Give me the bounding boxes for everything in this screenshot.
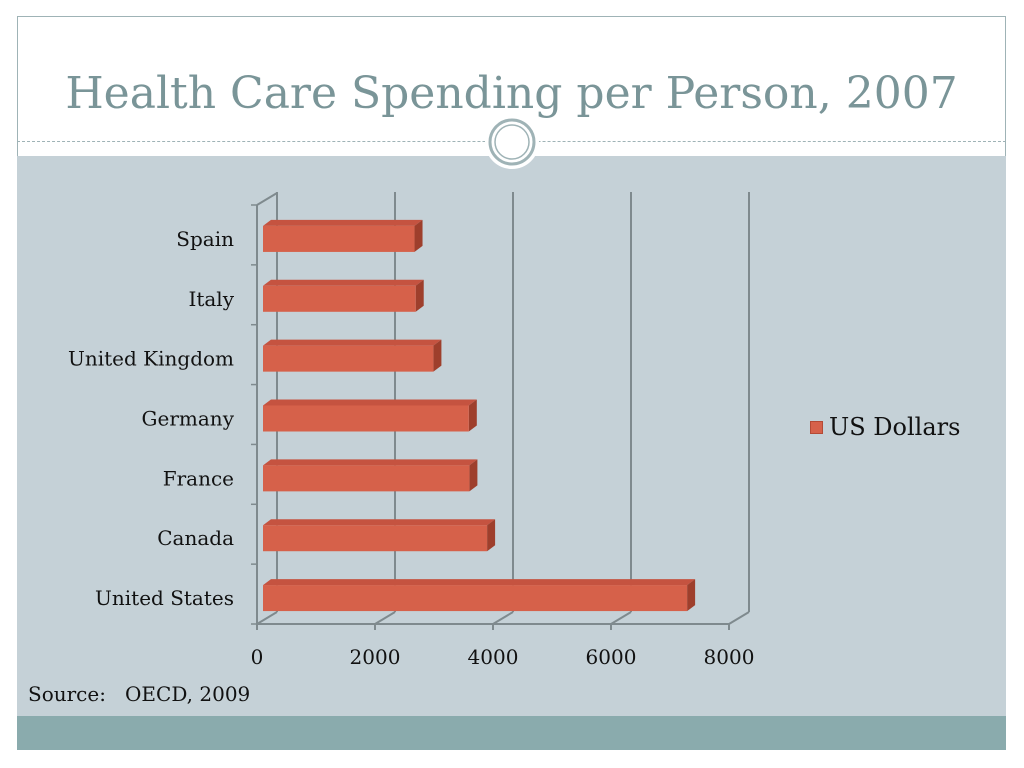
- side-wall-edge: [256, 192, 278, 206]
- category-label: Germany: [142, 407, 235, 431]
- bar-side-face: [414, 219, 423, 252]
- title-ornament-icon: [485, 115, 539, 169]
- bar-top-face: [263, 219, 423, 226]
- chart-legend: US Dollars: [810, 412, 960, 442]
- bar-front-face: [263, 525, 488, 552]
- bar-top-face: [263, 399, 477, 406]
- bar-front-face: [263, 405, 469, 432]
- content-panel: [17, 156, 1006, 716]
- floor-gridline: [610, 611, 632, 625]
- bar-side-face: [415, 279, 424, 312]
- bar-top-face: [263, 579, 696, 586]
- floor-gridline: [256, 611, 278, 625]
- bar: [263, 279, 424, 312]
- bar-front-face: [263, 585, 688, 612]
- x-tick-label: 8000: [704, 645, 755, 669]
- slide-title: Health Care Spending per Person, 2007: [65, 68, 958, 119]
- category-label: France: [163, 466, 234, 490]
- bar-front-face: [263, 285, 416, 312]
- x-tick-label: 2000: [350, 645, 401, 669]
- bar: [263, 399, 477, 432]
- category-label: United Kingdom: [68, 347, 234, 371]
- bar-top-face: [263, 459, 478, 466]
- bar-top-face: [263, 279, 424, 286]
- floor-gridline: [492, 611, 514, 625]
- bottom-band: [17, 716, 1006, 750]
- x-tick-label: 4000: [468, 645, 519, 669]
- bar: [263, 219, 423, 252]
- legend-label: US Dollars: [829, 413, 961, 441]
- category-label: Spain: [176, 227, 234, 251]
- source-note: Source: OECD, 2009: [28, 682, 251, 706]
- bar-front-face: [263, 345, 434, 372]
- bar-side-face: [433, 339, 442, 372]
- bar-top-face: [263, 519, 496, 526]
- bar-side-face: [687, 579, 696, 612]
- bar: [263, 579, 696, 612]
- chart-bars: [263, 219, 696, 612]
- category-label: United States: [95, 586, 234, 610]
- legend-swatch: [810, 420, 823, 434]
- bar-top-face: [263, 339, 442, 346]
- category-label: Italy: [188, 287, 234, 311]
- title-area: Health Care Spending per Person, 2007: [17, 16, 1006, 142]
- floor-gridline: [728, 611, 750, 625]
- bar: [263, 519, 496, 552]
- category-labels: United States Canada France Germany United K…: [68, 227, 235, 610]
- x-tick-label: 0: [251, 645, 264, 669]
- bar-front-face: [263, 465, 470, 492]
- x-tick-labels: 0 2000 4000 6000 8000: [251, 645, 755, 669]
- x-tick-label: 6000: [586, 645, 637, 669]
- bar-side-face: [469, 459, 478, 492]
- bar-side-face: [468, 399, 477, 432]
- floor-gridline: [374, 611, 396, 625]
- bar-front-face: [263, 225, 415, 252]
- bar: [263, 339, 442, 372]
- category-label: Canada: [157, 526, 234, 550]
- bar-side-face: [487, 519, 496, 552]
- bar: [263, 459, 478, 492]
